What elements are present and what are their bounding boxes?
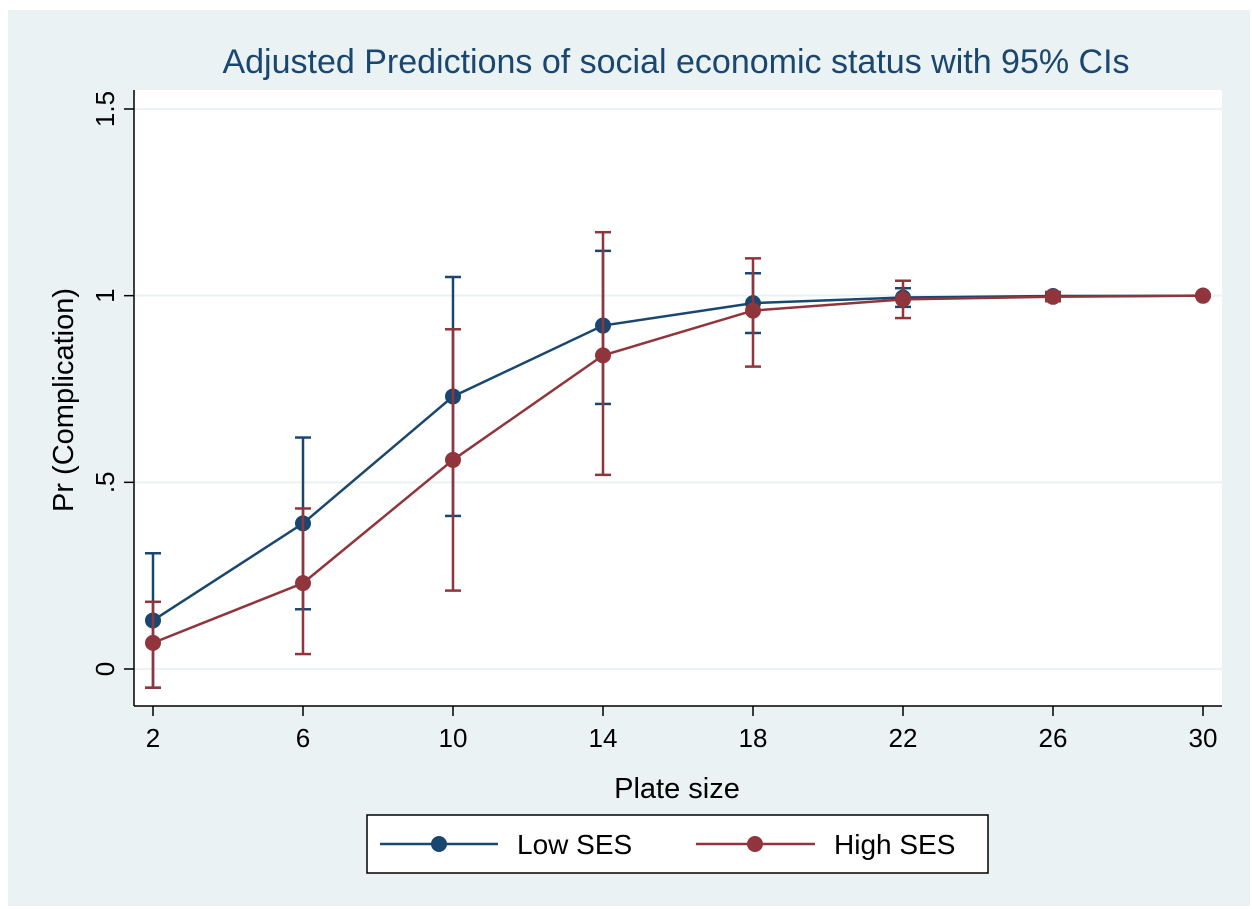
y-axis-ticks: 0 .5 1 1.5: [90, 91, 134, 676]
x-axis-title: Plate size: [614, 773, 740, 805]
series-line: [152, 294, 1204, 645]
x-tick-label: 6: [296, 723, 310, 753]
x-tick-label: 10: [439, 723, 468, 753]
data-point: [445, 451, 461, 468]
series-layer: [145, 230, 1211, 689]
data-point: [745, 302, 761, 319]
legend-label: Low SES: [517, 829, 632, 860]
data-point: [1045, 288, 1061, 305]
y-tick-label: 0: [90, 662, 120, 676]
legend-item-high-ses: High SES: [696, 829, 955, 860]
legend-label: High SES: [834, 829, 955, 860]
x-tick-label: 22: [889, 723, 918, 753]
x-tick-label: 26: [1039, 723, 1068, 753]
legend-marker: [747, 836, 763, 852]
x-tick-label: 30: [1189, 723, 1218, 753]
x-axis-ticks: 2 6 10 14 18 22 26 30: [146, 706, 1218, 753]
y-tick-label: 1.5: [90, 91, 120, 127]
y-tick-label: .5: [90, 471, 120, 493]
x-tick-label: 14: [589, 723, 618, 753]
x-tick-label: 18: [739, 723, 768, 753]
legend-item-low-ses: Low SES: [380, 829, 632, 860]
data-point: [145, 634, 161, 651]
chart-title: Adjusted Predictions of social economic …: [222, 43, 1129, 81]
plot-area: [134, 90, 1222, 706]
data-point: [1195, 287, 1211, 304]
x-tick-label: 2: [146, 723, 160, 753]
legend-marker: [431, 836, 447, 852]
data-point: [295, 575, 311, 592]
data-point: [895, 291, 911, 308]
series-high-ses: [145, 230, 1211, 689]
legend: Low SES High SES: [366, 814, 989, 874]
axes: [133, 90, 1222, 707]
data-point: [595, 347, 611, 364]
y-tick-label: 1: [90, 288, 120, 302]
y-axis-title: Pr (Complication): [48, 288, 80, 512]
